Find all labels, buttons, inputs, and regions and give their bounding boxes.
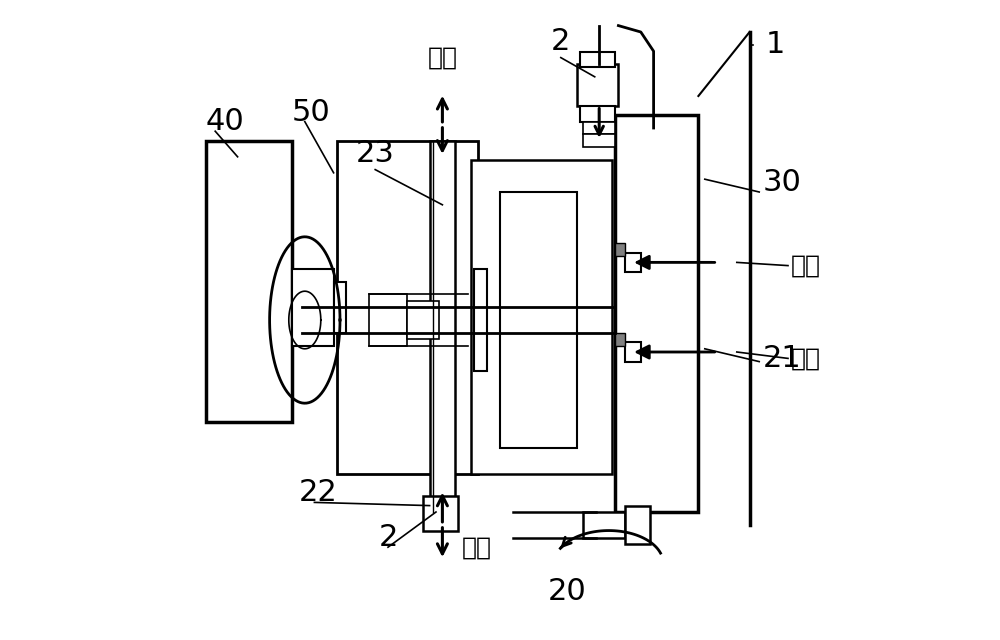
Bar bbox=[577, 64, 618, 106]
Bar bbox=[337, 141, 478, 474]
Bar bbox=[500, 192, 577, 448]
Bar bbox=[625, 342, 641, 362]
Bar bbox=[474, 269, 487, 371]
Text: 排脂: 排脂 bbox=[462, 535, 492, 559]
Bar bbox=[583, 134, 615, 147]
Text: 40: 40 bbox=[206, 107, 244, 136]
Bar bbox=[615, 333, 625, 346]
Bar bbox=[206, 141, 292, 422]
Bar bbox=[292, 269, 334, 346]
Bar bbox=[580, 52, 615, 67]
Text: 1: 1 bbox=[766, 30, 785, 60]
Text: 2: 2 bbox=[551, 27, 570, 56]
Text: 50: 50 bbox=[292, 97, 331, 127]
Bar bbox=[625, 506, 650, 544]
Bar bbox=[407, 301, 439, 339]
Bar bbox=[583, 512, 625, 538]
Bar bbox=[615, 243, 625, 256]
Bar bbox=[625, 253, 641, 272]
Bar bbox=[334, 282, 346, 333]
Text: 20: 20 bbox=[548, 577, 587, 607]
Bar bbox=[471, 160, 612, 474]
Text: 供脂: 供脂 bbox=[791, 346, 821, 371]
Text: 30: 30 bbox=[762, 168, 801, 197]
Text: 2: 2 bbox=[378, 523, 398, 552]
Text: 空气: 空气 bbox=[427, 45, 457, 70]
Bar bbox=[430, 141, 455, 512]
Bar bbox=[580, 106, 615, 122]
Text: 21: 21 bbox=[762, 344, 801, 373]
Bar bbox=[423, 496, 458, 531]
Text: 23: 23 bbox=[356, 139, 395, 168]
Text: 22: 22 bbox=[298, 478, 337, 508]
Bar bbox=[615, 115, 698, 512]
Bar bbox=[369, 294, 407, 346]
Text: 供脂: 供脂 bbox=[791, 253, 821, 278]
Bar bbox=[583, 122, 615, 134]
